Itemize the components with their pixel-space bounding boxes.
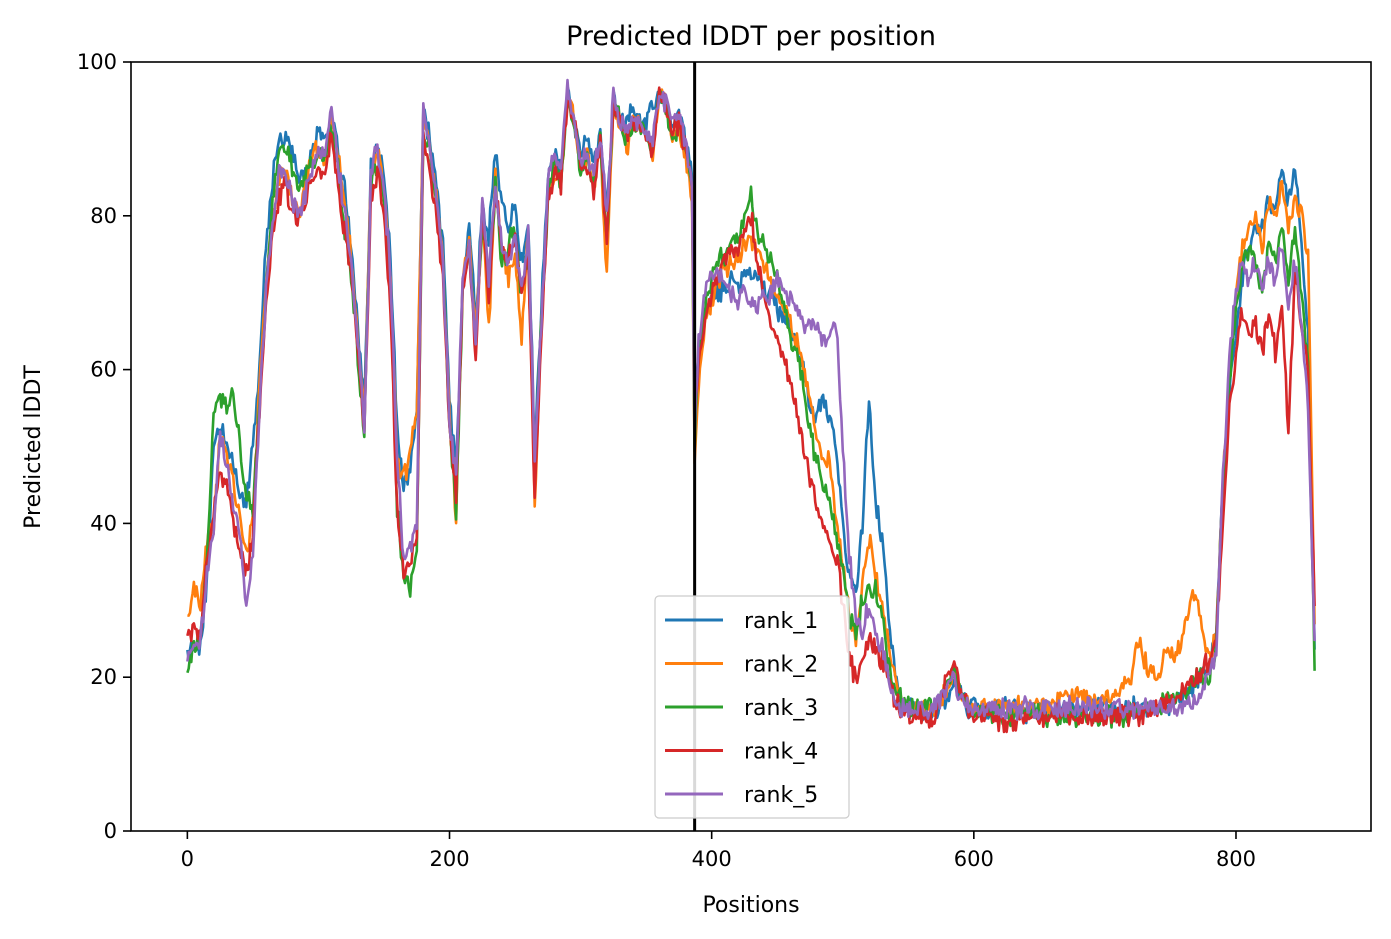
plot-area xyxy=(186,62,1316,831)
series-line-rank_2 xyxy=(187,88,1316,719)
y-axis-label: Predicted lDDT xyxy=(21,365,46,529)
x-tick-label: 200 xyxy=(429,847,469,871)
y-tick-label: 20 xyxy=(90,665,117,689)
axes-frame xyxy=(130,61,1372,832)
chart-title: Predicted lDDT per position xyxy=(566,21,936,52)
y-axis-ticks: 0 20 40 60 80 100 xyxy=(77,50,131,843)
y-tick-label: 60 xyxy=(90,358,117,382)
legend: rank_1 rank_2 rank_3 rank_4 rank_5 xyxy=(654,595,850,819)
x-tick-label: 600 xyxy=(954,847,994,871)
x-axis-label: Positions xyxy=(702,893,799,918)
legend-items: rank_1 rank_2 rank_3 rank_4 rank_5 xyxy=(665,609,818,808)
y-tick-label: 0 xyxy=(104,819,117,843)
series-line-rank_5 xyxy=(186,78,1316,721)
legend-label-rank_3: rank_3 xyxy=(744,696,818,721)
x-tick-label: 0 xyxy=(181,847,194,871)
y-tick-label: 80 xyxy=(90,204,117,228)
x-tick-label: 800 xyxy=(1216,847,1256,871)
x-axis-ticks: 0 200 400 600 800 xyxy=(181,831,1256,871)
series-group xyxy=(186,78,1316,734)
y-tick-label: 40 xyxy=(90,511,117,535)
x-tick-label: 400 xyxy=(692,847,732,871)
y-tick-label: 100 xyxy=(77,50,117,74)
legend-label-rank_1: rank_1 xyxy=(744,609,818,634)
legend-label-rank_2: rank_2 xyxy=(744,653,818,678)
legend-label-rank_4: rank_4 xyxy=(744,740,818,765)
legend-box xyxy=(654,595,850,819)
legend-label-rank_5: rank_5 xyxy=(744,783,818,808)
